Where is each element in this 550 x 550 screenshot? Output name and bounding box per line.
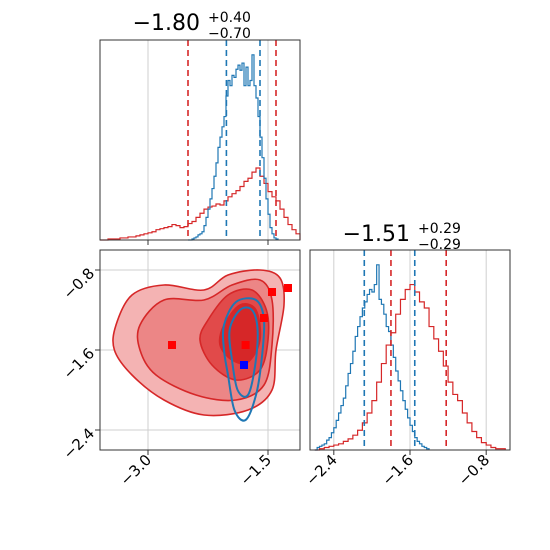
panel-1-title-value: −1.80 [133,11,200,36]
x-tick-label: −1.6 [379,451,417,489]
blue-histogram-series [314,264,430,451]
panel-2-title-value: −1.51 [343,222,410,247]
red-histogram-series [100,167,301,241]
red-histogram-series [314,283,506,451]
y-tick-label: −1.6 [60,344,98,382]
blue-contour-level [221,297,266,422]
x-tick-label: −0.8 [455,451,493,489]
x-tick-label: −2.4 [302,451,340,489]
y-tick-label: −2.4 [60,424,98,462]
red-square-marker [168,341,176,349]
x-tick-label: −1.5 [237,451,275,489]
panel-1-title-upper: +0.40 [208,10,251,26]
red-square-marker [268,288,276,296]
x-tick-label: −3.0 [117,451,155,489]
red-square-marker [241,341,250,349]
y-tick-label: −0.8 [60,264,98,302]
red-square-marker [260,314,268,322]
blue-contour-level [228,306,259,398]
joint-contour-panel: −3.0 −1.5 −0.8 −1.6 −2.4 [60,249,301,489]
blue-square-marker [240,361,248,369]
red-square-marker [284,284,292,292]
panel-2-title-upper: +0.29 [418,221,461,237]
panel-1-frame [99,39,301,241]
panel-1-title-lower: −0.70 [208,26,251,42]
marginal-histogram-panel-y: −1.51 +0.29 −0.29 −2.4 −1.6 −0.8 [302,221,511,489]
marginal-histogram-panel-x: −1.80 +0.40 −0.70 [99,10,301,245]
panel-2-title-lower: −0.29 [418,237,461,253]
blue-histogram-series [188,54,279,241]
